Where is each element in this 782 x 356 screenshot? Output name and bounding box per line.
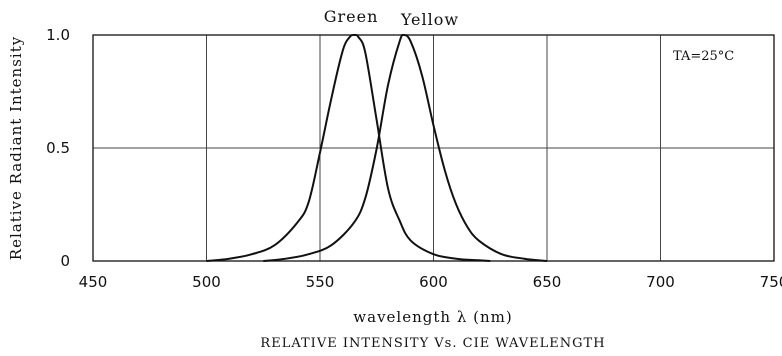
y-tick-labels: 0 0.5 1.0	[46, 26, 70, 270]
plot-frame	[92, 34, 775, 262]
x-tick-label: 550	[306, 273, 335, 291]
grid-lines	[93, 35, 774, 261]
y-tick-label: 1.0	[46, 26, 70, 44]
temperature-annotation: TA=25°C	[673, 49, 734, 64]
x-tick-label: 450	[79, 273, 108, 291]
series-label-green: Green	[324, 7, 379, 26]
series-line-green	[206, 33, 491, 262]
series-label-yellow: Yellow	[400, 10, 459, 29]
x-tick-label: 750	[760, 273, 782, 291]
x-tick-label: 650	[533, 273, 562, 291]
series-labels: Green Yellow	[324, 7, 459, 29]
x-tick-label: 500	[192, 273, 221, 291]
y-tick-label: 0.5	[46, 139, 70, 157]
chart-caption: RELATIVE INTENSITY Vs. CIE WAVELENGTH	[260, 336, 605, 351]
series-line-yellow	[263, 33, 548, 262]
x-tick-labels: 450 500 550 600 650 700 750	[79, 273, 782, 291]
y-axis-label: Relative Radiant Intensity	[7, 36, 25, 260]
series-group	[206, 33, 548, 262]
x-tick-label: 600	[419, 273, 448, 291]
x-tick-label: 700	[646, 273, 675, 291]
x-axis-label: wavelength λ (nm)	[353, 308, 512, 326]
y-tick-label: 0	[60, 252, 70, 270]
